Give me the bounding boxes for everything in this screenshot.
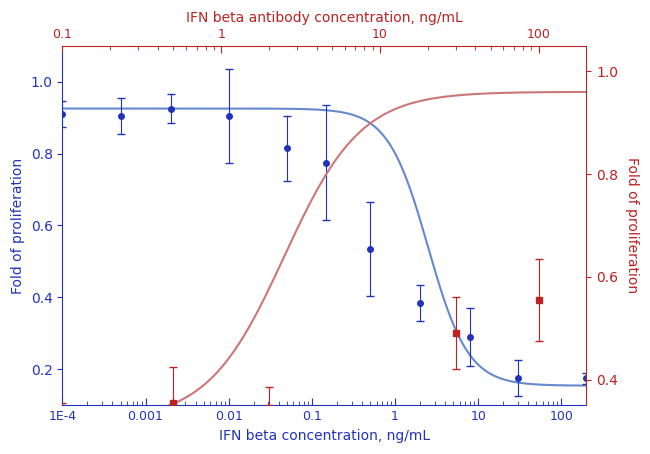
X-axis label: IFN beta concentration, ng/mL: IFN beta concentration, ng/mL [219, 429, 430, 443]
Y-axis label: Fold of proliferation: Fold of proliferation [11, 158, 25, 294]
X-axis label: IFN beta antibody concentration, ng/mL: IFN beta antibody concentration, ng/mL [186, 11, 463, 25]
Y-axis label: Fold of proliferation: Fold of proliferation [625, 158, 639, 294]
